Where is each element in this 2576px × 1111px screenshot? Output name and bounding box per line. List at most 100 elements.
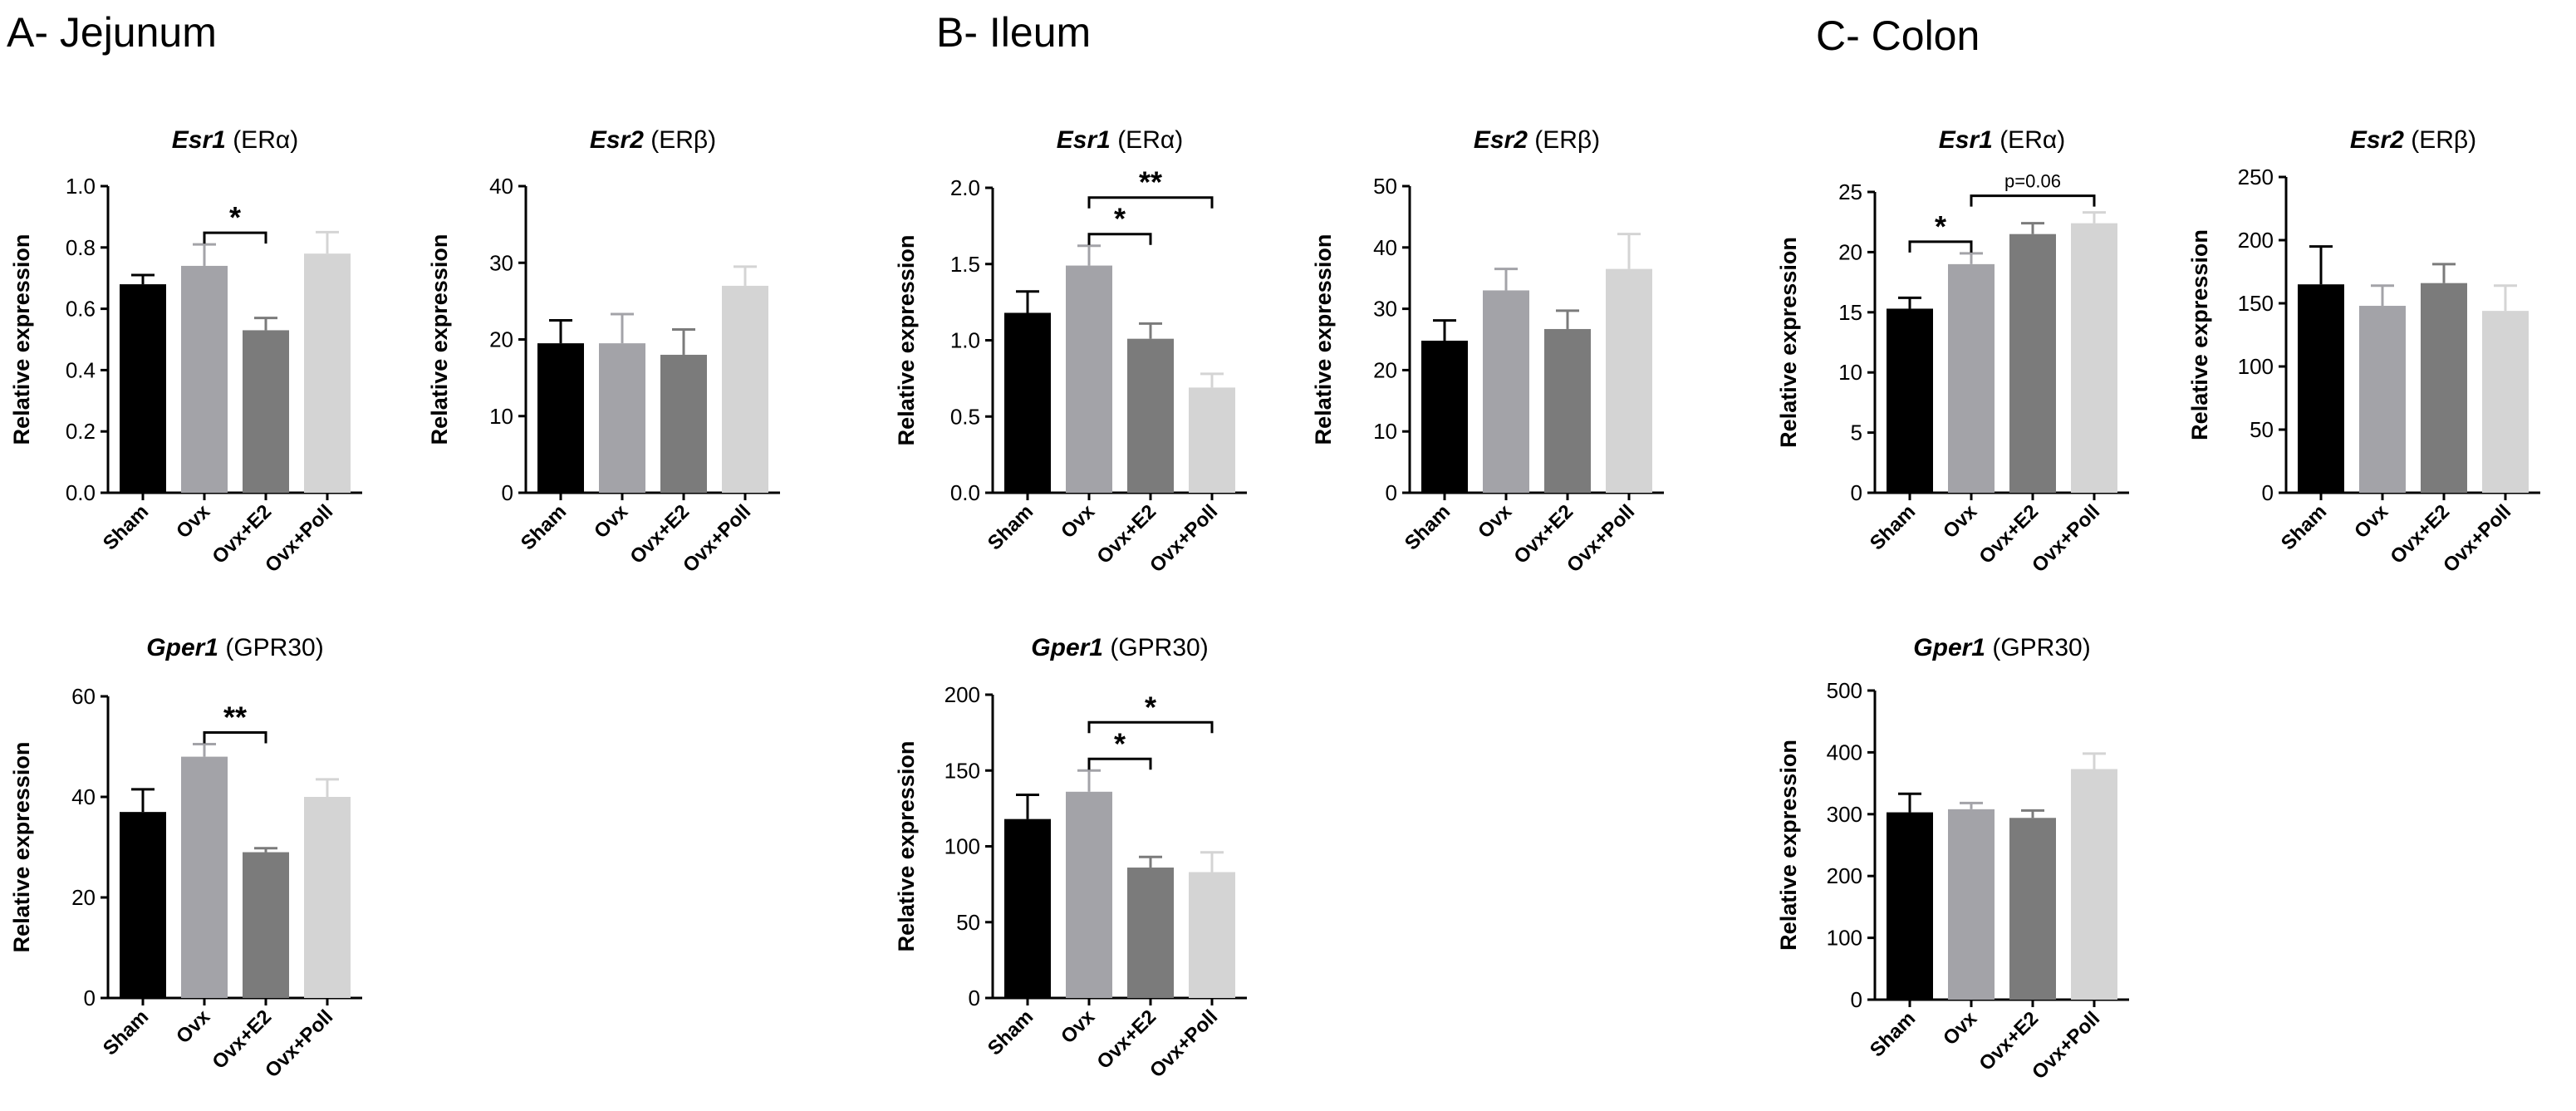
receptor-name: (ERβ) <box>1528 126 1600 154</box>
gene-name: Esr1 <box>1939 126 1993 154</box>
chart-title: Esr2 (ERβ) <box>2350 126 2476 154</box>
significance-label: * <box>229 200 241 234</box>
significance-bracket <box>1087 196 1214 209</box>
x-tick-label: Sham <box>99 1005 153 1059</box>
significance-label: * <box>1145 690 1156 724</box>
chart-title: Esr1 (ERα) <box>1057 126 1183 154</box>
y-tick-label: 0.0 <box>66 480 96 505</box>
bar-ovx <box>181 756 228 998</box>
y-tick-label: 30 <box>489 250 513 275</box>
y-tick-label: 0 <box>84 986 96 1010</box>
bar-ovx-e2 <box>2009 818 2056 1000</box>
y-axis-label: Relative expression <box>1311 234 1336 445</box>
y-tick-label: 0.4 <box>66 357 96 382</box>
y-tick-label: 1.0 <box>66 174 96 199</box>
bar-ovx-poll <box>2482 311 2529 493</box>
y-tick-label: 200 <box>945 682 980 707</box>
gene-name: Esr2 <box>2350 126 2404 154</box>
panel-title-colon: C- Colon <box>1816 12 1980 59</box>
bar-ovx <box>1483 290 1529 493</box>
x-tick-label: Ovx+Poll <box>1146 1005 1222 1082</box>
y-tick-label: 0 <box>969 986 980 1010</box>
panel-title-jejunum: A- Jejunum <box>7 9 217 56</box>
y-tick-label: 50 <box>2250 417 2274 442</box>
receptor-name: (ERα) <box>226 126 298 154</box>
y-tick-label: 50 <box>956 910 980 935</box>
chart-title: Esr1 (ERα) <box>1939 126 2065 154</box>
y-tick-label: 100 <box>2238 354 2274 379</box>
x-tick-label: Ovx+Poll <box>2028 500 2104 577</box>
x-tick-label: Ovx+Poll <box>1563 500 1639 577</box>
significance-label: * <box>1114 726 1126 760</box>
y-tick-label: 0 <box>1851 480 1862 505</box>
receptor-name: (ERβ) <box>644 126 716 154</box>
x-tick-label: Ovx <box>590 500 633 543</box>
y-axis-label: Relative expression <box>1776 237 1801 448</box>
bar-ovx-e2 <box>660 354 707 493</box>
y-tick-label: 2.0 <box>950 175 980 200</box>
y-tick-label: 20 <box>71 885 96 910</box>
y-tick-label: 0.2 <box>66 419 96 444</box>
y-tick-label: 10 <box>489 404 513 429</box>
bar-ovx-poll <box>1189 387 1235 493</box>
x-tick-label: Ovx+Poll <box>2439 500 2515 577</box>
y-tick-label: 0 <box>1851 987 1862 1012</box>
bar-ovx-poll <box>2071 769 2117 1000</box>
receptor-name: (GPR30) <box>1985 634 2091 661</box>
chart-title: Gper1 (GPR30) <box>146 634 323 661</box>
chart-title: Esr2 (ERβ) <box>1474 126 1600 154</box>
x-tick-label: Ovx+Poll <box>679 500 755 577</box>
bar-sham <box>2298 284 2344 493</box>
bar-ovx-e2 <box>1127 338 1174 493</box>
y-tick-label: 200 <box>1827 863 1862 888</box>
significance-label: ** <box>1139 165 1162 199</box>
significance-bracket <box>1908 240 1973 253</box>
x-tick-label: Ovx <box>1057 1005 1100 1049</box>
bar-ovx-poll <box>1606 268 1652 493</box>
y-tick-label: 0 <box>502 480 513 505</box>
significance-bracket <box>1087 233 1152 245</box>
y-tick-label: 500 <box>1827 678 1862 703</box>
chart-colon-esr1: Esr1 (ERα) Relative expression 0 5 10 15 20 25 S… <box>1776 126 2129 577</box>
bar-ovx-e2 <box>243 330 289 493</box>
gene-name: Gper1 <box>146 634 218 661</box>
significance-bracket <box>1087 757 1152 770</box>
y-tick-label: 40 <box>1373 235 1397 260</box>
significance-label: ** <box>223 700 247 734</box>
y-tick-label: 1.0 <box>950 328 980 353</box>
receptor-name: (GPR30) <box>218 634 324 661</box>
bar-ovx-poll <box>304 253 351 493</box>
gene-name: Gper1 <box>1913 634 1985 661</box>
x-tick-label: Ovx <box>1057 500 1100 543</box>
y-tick-label: 0.6 <box>66 297 96 322</box>
bar-ovx <box>1948 263 1995 493</box>
bar-ovx-e2 <box>1544 328 1591 493</box>
bar-ovx-e2 <box>1127 868 1174 998</box>
y-tick-label: 5 <box>1851 420 1862 445</box>
bar-sham <box>1421 340 1468 493</box>
bar-sham <box>1004 819 1051 998</box>
bar-ovx-e2 <box>243 852 289 998</box>
x-tick-label: Ovx+Poll <box>261 1005 337 1082</box>
bar-ovx-poll <box>304 797 351 998</box>
bar-sham <box>120 812 166 998</box>
bar-sham <box>1887 308 1933 493</box>
y-tick-label: 0 <box>1386 480 1397 505</box>
bar-sham <box>1887 812 1933 1000</box>
x-tick-label: Sham <box>984 1005 1038 1059</box>
y-tick-label: 0.5 <box>950 404 980 429</box>
y-tick-label: 20 <box>489 327 513 352</box>
x-tick-label: Sham <box>1866 1007 1920 1061</box>
bar-ovx-poll <box>1189 872 1235 998</box>
y-tick-label: 0.0 <box>950 480 980 505</box>
y-axis-label: Relative expression <box>9 742 34 953</box>
y-tick-label: 10 <box>1373 419 1397 444</box>
y-tick-label: 250 <box>2238 165 2274 189</box>
bar-ovx <box>2359 306 2406 493</box>
chart-ileum-esr2: Esr2 (ERβ) Relative expression 0 10 20 30 40 50… <box>1311 126 1664 577</box>
gene-name: Gper1 <box>1031 634 1103 661</box>
y-tick-label: 60 <box>71 684 96 709</box>
y-axis-label: Relative expression <box>894 235 919 446</box>
x-tick-label: Sham <box>2277 500 2331 554</box>
significance-label: p=0.06 <box>2004 171 2061 192</box>
